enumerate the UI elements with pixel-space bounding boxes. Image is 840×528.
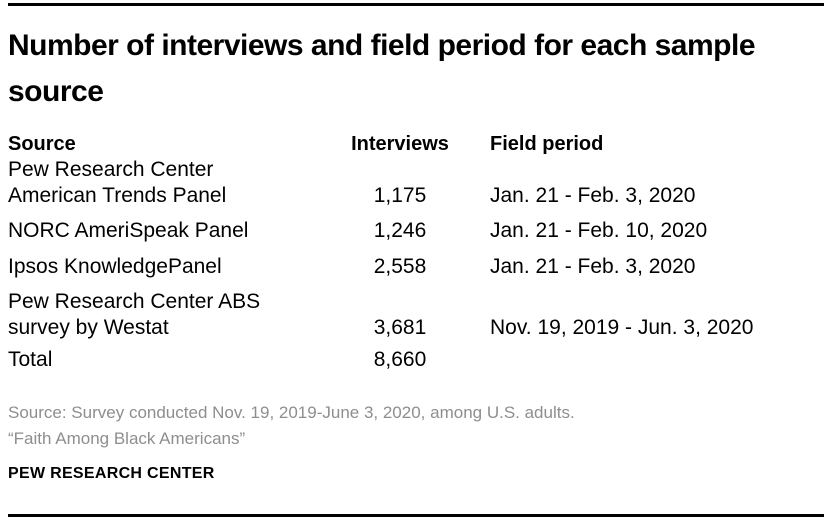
table-row: Pew Research Center American Trends Pane…	[8, 157, 826, 209]
table-row: Pew Research Center ABS survey by Westat…	[8, 289, 826, 341]
interviews-cell: 2,558	[373, 255, 427, 278]
source-note: Source: Survey conducted Nov. 19, 2019-J…	[8, 403, 575, 422]
figure-title: Number of interviews and field period fo…	[8, 29, 756, 108]
source-cell: NORC AmeriSpeak Panel	[8, 219, 249, 242]
source-cell: Pew Research Center ABS survey by Westat	[8, 290, 261, 339]
interviews-cell: 1,246	[373, 219, 427, 242]
sample-source-table: Source Interviews Field period Pew Resea…	[8, 131, 826, 373]
source-cell: Total	[8, 348, 53, 371]
field-period-cell: Nov. 19, 2019 - Jun. 3, 2020	[490, 316, 754, 339]
source-cell: Ipsos KnowledgePanel	[8, 255, 222, 278]
footnote-block: Source: Survey conducted Nov. 19, 2019-J…	[8, 400, 826, 452]
report-title: “Faith Among Black Americans”	[8, 429, 246, 448]
top-rule	[8, 3, 824, 6]
field-period-cell: Jan. 21 - Feb. 3, 2020	[490, 184, 696, 207]
field-period-cell: Jan. 21 - Feb. 3, 2020	[490, 255, 696, 278]
column-header-interviews: Interviews	[351, 133, 449, 155]
bottom-rule	[8, 514, 824, 517]
table-row: Ipsos KnowledgePanel 2,558 Jan. 21 - Feb…	[8, 254, 826, 280]
column-header-source: Source	[8, 133, 76, 155]
table-row: NORC AmeriSpeak Panel 1,246 Jan. 21 - Fe…	[8, 218, 826, 244]
field-period-cell: Jan. 21 - Feb. 10, 2020	[490, 219, 708, 242]
column-header-field-period: Field period	[490, 133, 604, 155]
interviews-cell: 8,660	[373, 348, 427, 371]
interviews-cell: 3,681	[373, 316, 427, 339]
figure-content: Number of interviews and field period fo…	[8, 0, 826, 484]
table-row-total: Total 8,660	[8, 347, 826, 373]
interviews-cell: 1,175	[373, 184, 427, 207]
pew-research-center-branding: PEW RESEARCH CENTER	[8, 465, 215, 482]
table-header-row: Source Interviews Field period	[8, 131, 826, 157]
source-cell: Pew Research Center American Trends Pane…	[8, 158, 227, 207]
